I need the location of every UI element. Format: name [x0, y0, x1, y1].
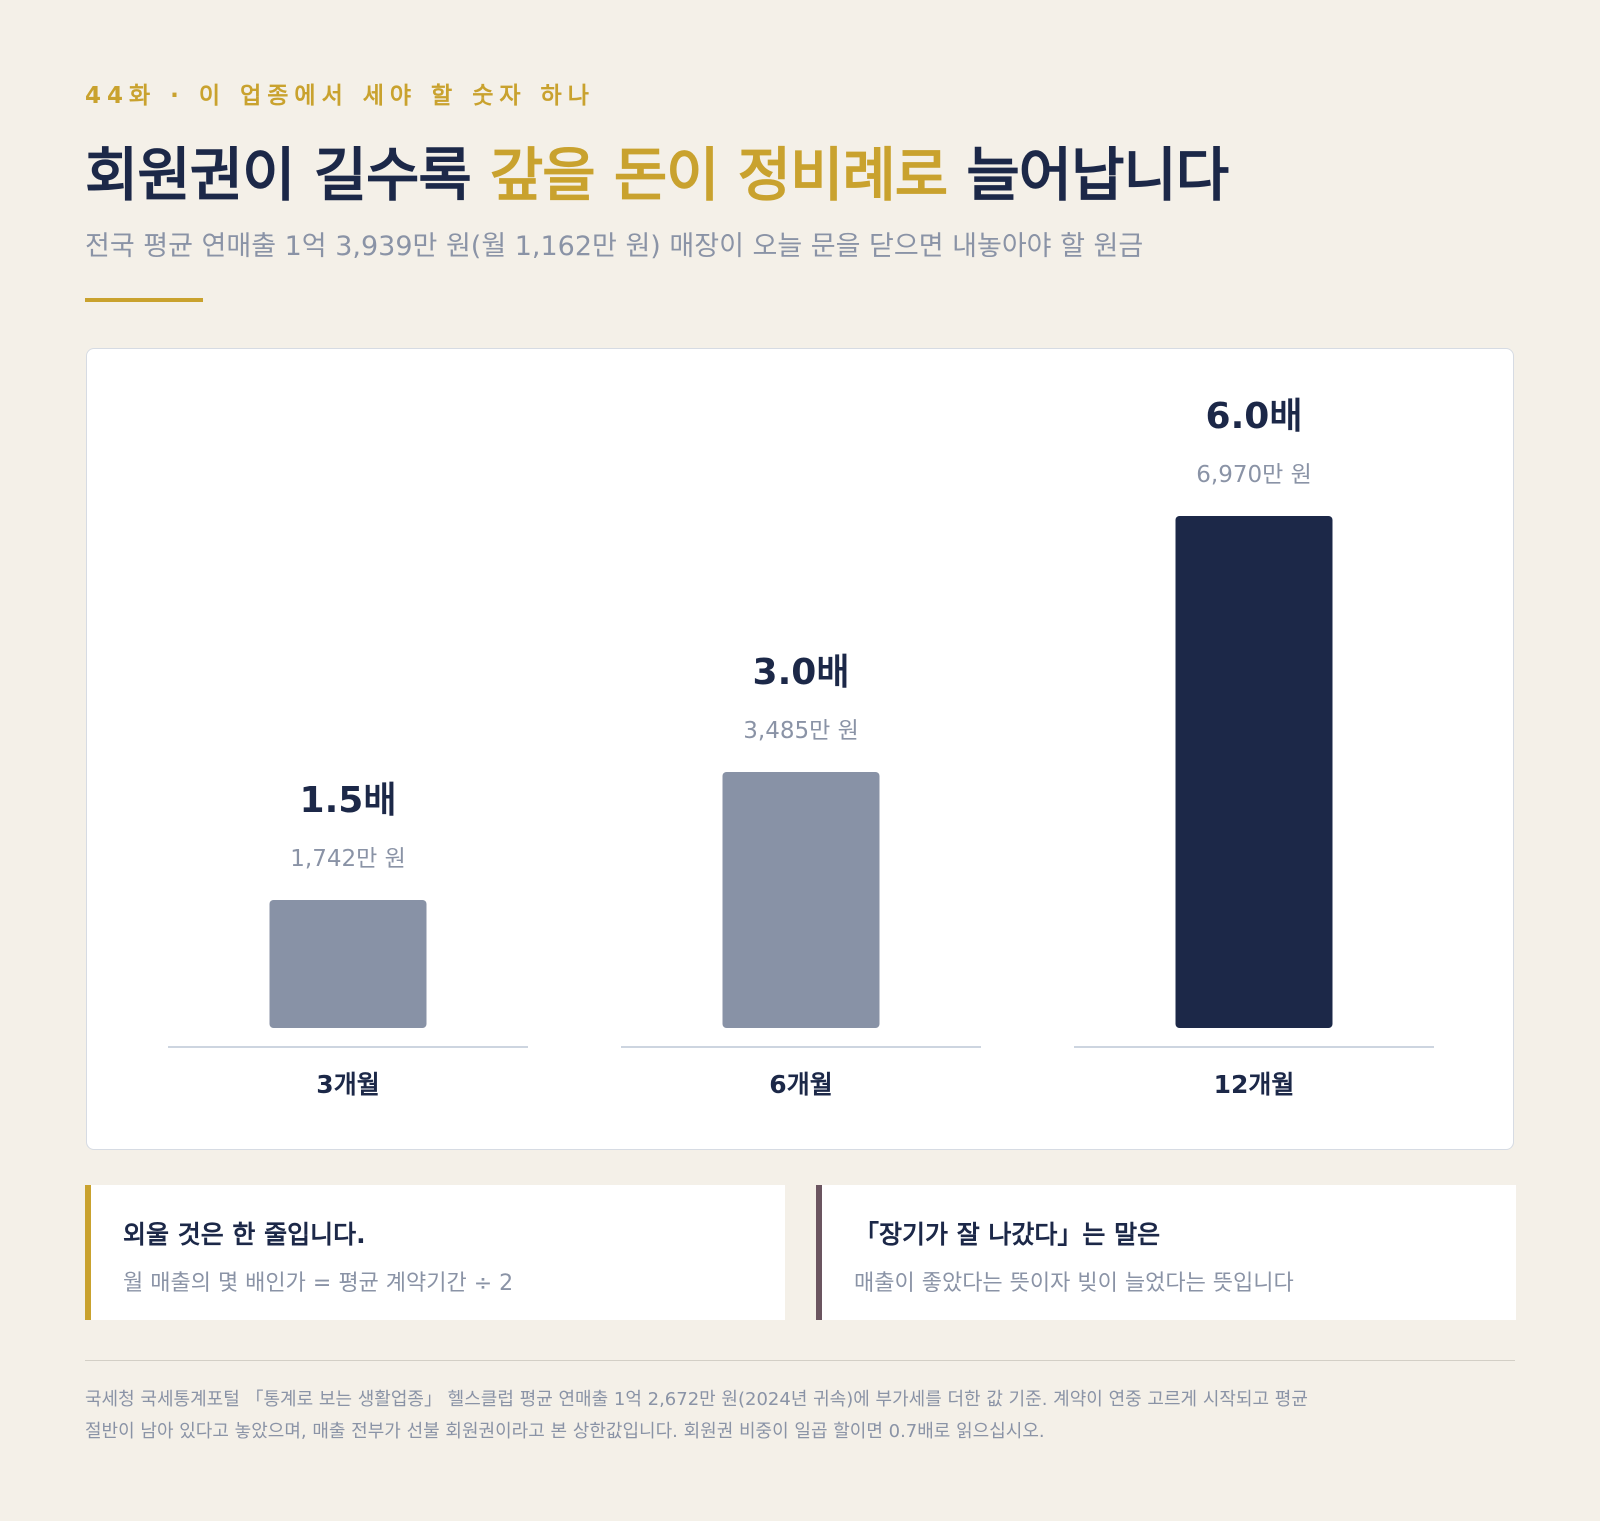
- note-card-warning: 「장기가 잘 나갔다」는 말은 매출이 좋았다는 뜻이자 빚이 늘었다는 뜻입니…: [816, 1185, 1516, 1320]
- note-body: 매출이 좋았다는 뜻이자 빚이 늘었다는 뜻입니다: [854, 1271, 1294, 1296]
- title-post: 늘어납니다: [947, 141, 1229, 209]
- footer-divider: [85, 1360, 1515, 1361]
- value-label: 1.5배: [300, 780, 397, 821]
- title-accent: 갚을 돈이 정비례로: [489, 141, 948, 209]
- bar-chart: 1.5배 1,742만 원 3개월 3.0배 3,485만 원 6개월 6.0배 6,970만…: [168, 396, 1434, 1099]
- bar: [269, 900, 427, 1028]
- category-label: 12개월: [1214, 1070, 1295, 1099]
- amount-label: 1,742만 원: [290, 846, 405, 872]
- category-label: 3개월: [316, 1070, 379, 1099]
- note-heading: 「장기가 잘 나갔다」는 말은: [854, 1220, 1161, 1249]
- chart-card: 1.5배 1,742만 원 3개월 3.0배 3,485만 원 6개월 6.0배 6,970만…: [86, 348, 1514, 1150]
- value-label: 6.0배: [1206, 396, 1303, 437]
- footer-line: 절반이 남아 있다고 놓았으며, 매출 전부가 선불 회원권이라고 본 상한값입…: [85, 1421, 1045, 1442]
- bar: [722, 772, 880, 1028]
- footer-line: 국세청 국세통계포털 「통계로 보는 생활업종」 헬스클럽 평균 연매출 1억 …: [85, 1389, 1308, 1410]
- note-body: 월 매출의 몇 배인가 = 평균 계약기간 ÷ 2: [123, 1271, 514, 1296]
- title-pre: 회원권이 길수록: [85, 141, 490, 209]
- page-title: 회원권이 길수록 갚을 돈이 정비례로 늘어납니다: [85, 128, 1229, 212]
- accent-rule: [85, 298, 203, 302]
- page-subtitle: 전국 평균 연매출 1억 3,939만 원(월 1,162만 원) 매장이 오늘…: [85, 231, 1144, 262]
- episode-kicker: 44화 · 이 업종에서 세야 할 숫자 하나: [85, 83, 595, 109]
- footer-note: 국세청 국세통계포털 「통계로 보는 생활업종」 헬스클럽 평균 연매출 1억 …: [85, 1384, 1515, 1448]
- note-heading: 외울 것은 한 줄입니다.: [123, 1220, 366, 1249]
- note-card-formula: 외울 것은 한 줄입니다. 월 매출의 몇 배인가 = 평균 계약기간 ÷ 2: [85, 1185, 785, 1320]
- category-label: 6개월: [769, 1070, 832, 1099]
- value-label: 3.0배: [753, 652, 850, 693]
- bar: [1175, 516, 1333, 1028]
- amount-label: 3,485만 원: [743, 718, 858, 744]
- amount-label: 6,970만 원: [1196, 462, 1311, 488]
